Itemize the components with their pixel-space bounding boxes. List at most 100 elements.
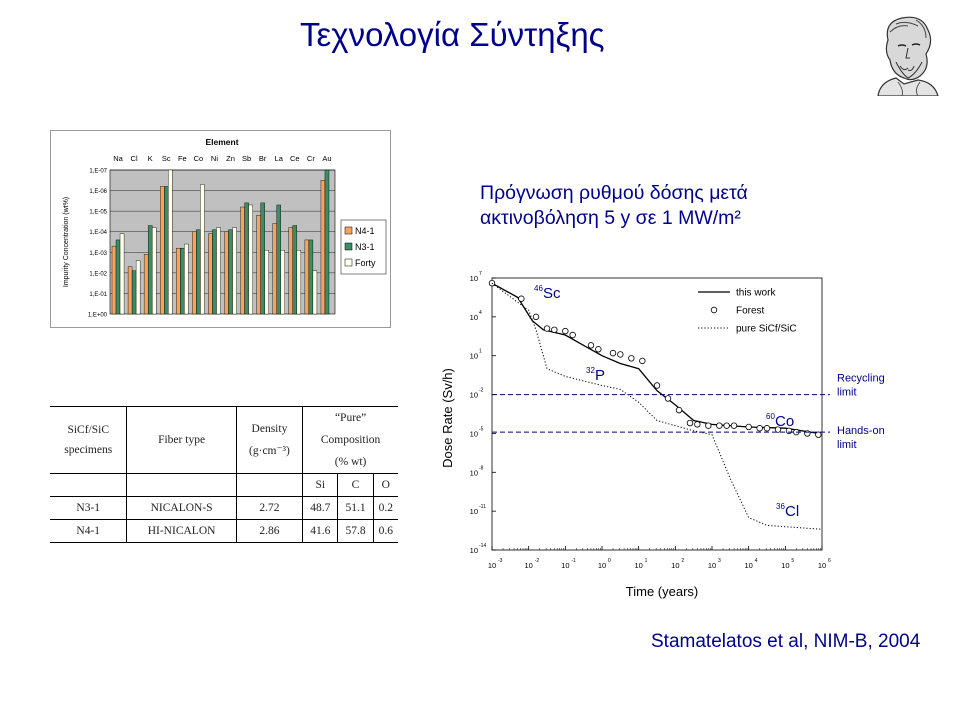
forest-data-point: [815, 431, 822, 438]
forest-data-point: [628, 355, 635, 362]
impurity-y-tick-label: 1,E+00: [88, 313, 108, 319]
header-si: Si: [302, 473, 339, 497]
impurity-bar: [280, 250, 285, 315]
impurity-bar: [292, 225, 298, 315]
header-density: Density (g·cm⁻³): [236, 406, 304, 474]
impurity-y-tick-label: 1,E-06: [89, 189, 107, 195]
impurity-bar: [224, 231, 229, 315]
impurity-bar: [164, 186, 169, 315]
table-row: N3-1 NICALON-S 2.72 48.7 51.1 0.2: [50, 496, 398, 520]
cell-c: 57.8: [337, 519, 374, 543]
cell-density: 2.72: [236, 496, 304, 520]
impurity-bar: [256, 215, 261, 315]
impurity-category-label: Sc: [162, 154, 171, 163]
dose-rate-heading: Πρόγνωση ρυθμού δόσης μετά ακτινοβόληση …: [480, 181, 748, 231]
y-tick-label: 10: [470, 546, 478, 555]
forest-data-point: [694, 421, 701, 428]
y-tick-exponent: -11: [479, 504, 486, 510]
series-line-this-work: [491, 282, 819, 435]
impurity-bar: [143, 254, 149, 315]
y-tick-exponent: 4: [479, 310, 482, 316]
header-spacer: [50, 473, 128, 497]
impurity-bar: [147, 225, 153, 315]
impurity-bar: [320, 180, 326, 315]
impurity-category-label: Sb: [242, 154, 251, 163]
impurity-y-tick-label: 1,E-03: [89, 251, 107, 257]
impurity-category-label: Br: [259, 154, 267, 163]
impurity-bar: [119, 233, 125, 315]
impurity-y-tick-label: 1,E-02: [89, 271, 107, 277]
x-tick-exponent: -3: [498, 558, 503, 564]
impurity-bar: [168, 169, 173, 315]
legend-marker: [710, 306, 718, 314]
y-tick-label: 10: [470, 507, 478, 516]
x-tick-label: 10: [818, 561, 826, 570]
isotope-label: Co: [775, 413, 794, 430]
header-fiber-type: Fiber type: [126, 406, 237, 474]
impurity-plot-area: [109, 169, 336, 315]
forest-data-point: [804, 430, 811, 437]
cell-density: 2.86: [236, 519, 304, 543]
dose-y-axis-label: Dose Rate (Sv/h): [440, 368, 455, 468]
header-o: O: [381, 479, 390, 491]
isotope-mass-number: 60: [766, 412, 775, 421]
cell-o: 0.2: [378, 502, 393, 514]
impurity-bar: [308, 239, 314, 315]
impurity-bar-chart: Element Na Cl K Sc Fe Co Ni Zn Sb Br La Ce Cr Au 1,E+…: [50, 130, 391, 328]
x-tick-label: 10: [634, 561, 642, 570]
impurity-y-tick-label: 1,E-05: [89, 210, 107, 216]
forest-data-point: [705, 422, 712, 429]
forest-data-point: [551, 326, 558, 334]
x-tick-label: 10: [524, 561, 532, 570]
y-tick-exponent: -2: [479, 388, 484, 394]
dose-heading-line1: Πρόγνωση ρυθμού δόσης μετά: [480, 182, 748, 204]
header-composition-unit: (% wt): [334, 456, 367, 468]
impurity-bar: [312, 270, 318, 315]
x-tick-exponent: 4: [755, 558, 758, 564]
impurity-bar: [180, 247, 185, 315]
cell-specimen: N4-1: [50, 519, 128, 543]
y-tick-exponent: 7: [479, 271, 482, 277]
forest-data-point: [756, 425, 763, 432]
x-tick-label: 10: [598, 561, 606, 570]
dose-rate-chart: 10 -3 10 -2 10 -1 10 0 10 1 10 2 10 3 10 4 10 5 10 610 710 41…: [440, 271, 885, 599]
x-tick-exponent: 1: [645, 558, 648, 564]
header-composition: Composition: [320, 434, 381, 446]
forest-data-point: [716, 422, 723, 429]
y-tick-exponent: 1: [479, 349, 482, 355]
impurity-category-label: K: [148, 154, 153, 163]
forest-data-point: [532, 313, 540, 321]
philosopher-bust-image: [877, 16, 939, 96]
isotope-mass-number: 32: [586, 366, 595, 375]
header-specimens: SiCf/SiC specimens: [50, 406, 128, 474]
forest-data-point: [664, 395, 672, 402]
legend-swatch: [344, 226, 353, 235]
y-tick-label: 10: [470, 352, 478, 361]
legend-label: N4-1: [355, 226, 375, 236]
impurity-bar: [131, 270, 137, 315]
forest-data-point: [763, 425, 771, 432]
header-spacer: [126, 473, 237, 497]
forest-data-point: [686, 419, 694, 427]
impurity-bar: [192, 231, 197, 315]
impurity-bar: [288, 227, 294, 315]
x-tick-label: 10: [671, 561, 679, 570]
x-tick-label: 10: [781, 561, 789, 570]
x-tick-exponent: 2: [681, 558, 684, 564]
y-tick-exponent: -14: [479, 543, 486, 549]
impurity-category-label: Au: [322, 154, 331, 163]
forest-data-point: [569, 331, 576, 339]
x-tick-exponent: 0: [608, 558, 611, 564]
impurity-bar: [151, 227, 157, 315]
impurity-y-tick-label: 1,E-01: [89, 292, 107, 298]
impurity-chart-title: Element: [205, 137, 238, 147]
dose-plot-area: [491, 277, 823, 551]
y-tick-label: 10: [470, 274, 478, 283]
forest-data-point: [518, 295, 525, 302]
impurity-bar: [244, 202, 249, 315]
legend-label: this work: [736, 288, 776, 299]
impurity-bar: [212, 229, 217, 315]
header-composition-pure: “Pure”: [334, 412, 367, 424]
reference-label: limit: [837, 387, 857, 399]
y-tick-label: 10: [470, 313, 478, 322]
